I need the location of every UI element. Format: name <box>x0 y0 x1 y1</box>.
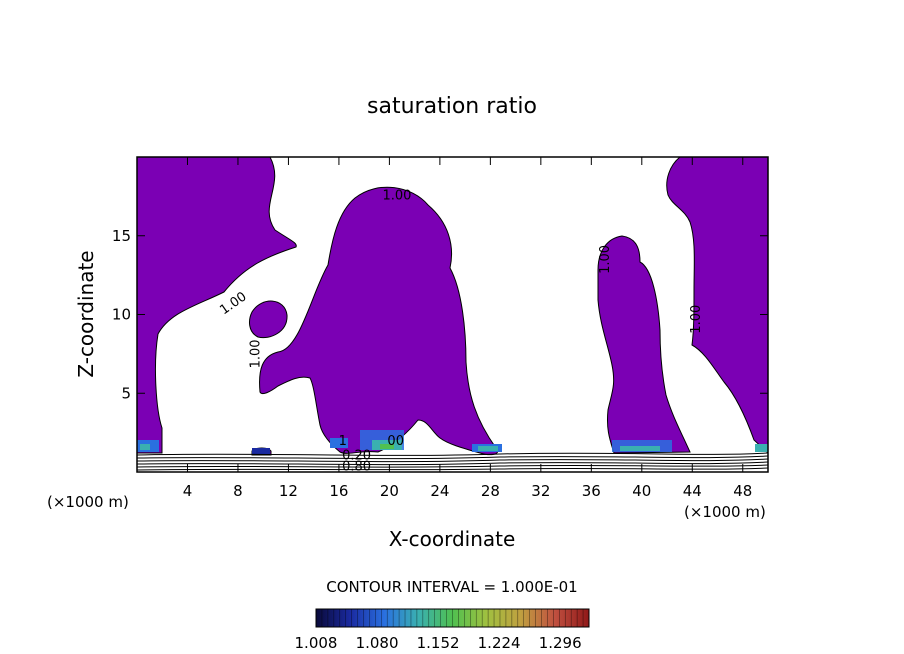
contour-label: 1 <box>339 434 347 449</box>
colorbar-tick-label: 1.008 <box>295 634 338 652</box>
x-tick-label: 44 <box>683 482 702 500</box>
contour-label: 1.00 <box>689 305 704 334</box>
contour-label: 00 <box>387 434 404 449</box>
x-axis-unit-left: (×1000 m) <box>47 493 129 511</box>
colorbar-stripes <box>321 609 584 627</box>
x-tick-label: 28 <box>481 482 500 500</box>
x-tick-label: 48 <box>733 482 752 500</box>
y-tick-label: 15 <box>112 227 131 245</box>
saturated-region-left <box>137 157 297 454</box>
contour-label: 1.00 <box>217 289 249 318</box>
y-tick-label: 5 <box>121 384 131 402</box>
saturated-region-islet <box>249 300 288 339</box>
colorbar-tick-label: 1.080 <box>356 634 399 652</box>
x-tick-label: 20 <box>380 482 399 500</box>
x-tick-label: 12 <box>279 482 298 500</box>
contour-label: 0.80 <box>342 459 371 474</box>
contour-label: 1.00 <box>248 339 263 368</box>
y-axis-ticks: 5 10 15 <box>112 227 768 402</box>
x-tick-label: 4 <box>183 482 193 500</box>
x-axis-label: X-coordinate <box>389 527 516 551</box>
x-tick-label: 24 <box>430 482 449 500</box>
contour-label: 1.00 <box>382 189 411 204</box>
x-tick-label: 8 <box>233 482 243 500</box>
saturated-region-center <box>259 186 498 456</box>
x-tick-label: 16 <box>329 482 348 500</box>
saturated-region-column <box>597 235 691 454</box>
x-axis-unit-right: (×1000 m) <box>684 503 766 521</box>
x-axis-ticks: 4 8 12 16 20 24 28 32 36 40 44 48 <box>183 157 752 500</box>
colorbar-tick-label: 1.296 <box>539 634 582 652</box>
x-tick-label: 32 <box>531 482 550 500</box>
contour-label: 0.20 <box>342 448 371 463</box>
x-tick-label: 40 <box>632 482 651 500</box>
y-tick-label: 10 <box>112 306 131 324</box>
y-axis-label: Z-coordinate <box>74 250 98 377</box>
chart-title: saturation ratio <box>367 94 537 119</box>
colorbar-tick-labels: 1.008 1.080 1.152 1.224 1.296 <box>295 634 582 652</box>
colorbar-tick-label: 1.224 <box>478 634 521 652</box>
contour-label: 1.00 <box>598 245 613 274</box>
high-saturation-patches <box>137 430 768 454</box>
contour-interval-label: CONTOUR INTERVAL = 1.000E-01 <box>326 578 577 596</box>
saturated-region-right <box>666 157 768 454</box>
x-tick-label: 36 <box>582 482 601 500</box>
plot-area <box>137 157 768 471</box>
surface-contour-lines <box>137 452 768 471</box>
colorbar-tick-label: 1.152 <box>417 634 460 652</box>
